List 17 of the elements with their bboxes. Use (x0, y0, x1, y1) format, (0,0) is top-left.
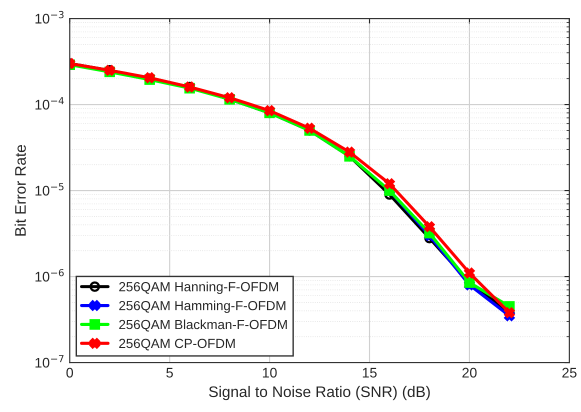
x-tick-label: 15 (362, 368, 377, 378)
y-tick-label: 10$^{−6}$ (36, 268, 64, 282)
legend-label: 256QAM CP-OFDM (119, 338, 235, 350)
y-tick-label: 10$^{−4}$ (36, 97, 64, 110)
x-tick-label: 0 (66, 368, 74, 378)
y-tick-label: 10$^{−3}$ (36, 10, 64, 24)
x-tick-label: 5 (166, 368, 173, 378)
y-tick-label: 10$^{−7}$ (36, 355, 64, 368)
legend-label: 256QAM Hamming-F-OFDM (119, 300, 286, 313)
y-axis-title: Bit Error Rate (14, 144, 26, 236)
x-tick-label: 10 (262, 368, 277, 378)
x-tick-label: 20 (462, 368, 477, 378)
legend-label: 256QAM Hanning-F-OFDM (119, 282, 278, 294)
x-tick-label: 25 (562, 368, 577, 378)
x-axis-title: Signal to Noise Ratio (SNR) (dB) (209, 386, 430, 400)
y-tick-label: 10$^{−5}$ (36, 183, 64, 196)
legend-label: 256QAM Blackman-F-OFDM (119, 319, 287, 332)
